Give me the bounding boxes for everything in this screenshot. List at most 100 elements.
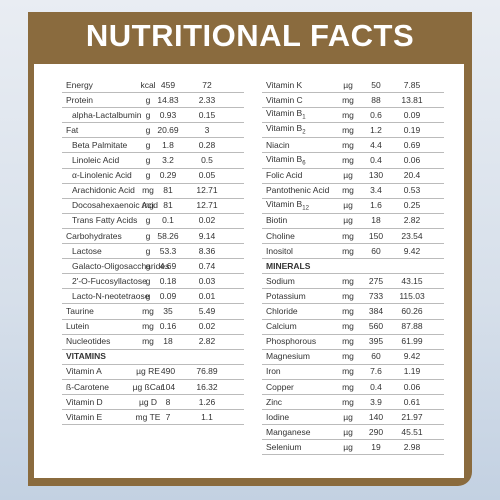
nutrient-name-text: Vitamin K bbox=[266, 79, 303, 90]
unit: g bbox=[145, 230, 151, 241]
value-per-100ml: 0.53 bbox=[403, 185, 421, 196]
value-per-100ml: 0.74 bbox=[198, 260, 216, 271]
nutrient-name: Vitamin B12 bbox=[266, 199, 309, 212]
value-per-100ml: 0.05 bbox=[198, 170, 216, 181]
nutrient-name-text: Manganese bbox=[266, 426, 311, 437]
value-per-100g: 0.6 bbox=[370, 109, 382, 120]
table-row: Lutein mg 0.16 0.02 bbox=[62, 319, 244, 335]
value-per-100g: 104 bbox=[160, 381, 176, 392]
nutrient-name-text: ß-Carotene bbox=[66, 381, 109, 392]
nutrient-name-text: 2'-O-Fucosyllactose bbox=[72, 275, 147, 286]
table-row: α-Linolenic Acid g 0.29 0.05 bbox=[62, 168, 244, 184]
table-row: Vitamin C mg 88 13.81 bbox=[262, 92, 444, 109]
value-per-100ml: 72 bbox=[202, 79, 212, 90]
nutrient-name: Linoleic Acid bbox=[72, 155, 119, 165]
unit: g bbox=[145, 94, 151, 105]
value-per-100g: 395 bbox=[368, 336, 384, 347]
nutrient-name-text: Iron bbox=[266, 366, 281, 377]
value-per-100ml: 76.89 bbox=[196, 366, 218, 377]
value-per-100ml: 2.33 bbox=[198, 94, 216, 105]
value-per-100ml: 12.71 bbox=[196, 185, 218, 196]
nutrient-name: α-Linolenic Acid bbox=[72, 170, 132, 180]
value-per-100g: 150 bbox=[368, 230, 384, 241]
nutrient-name-text: Vitamin A bbox=[66, 366, 102, 377]
value-per-100g: 8 bbox=[165, 396, 171, 407]
value-per-100ml: 3 bbox=[204, 124, 210, 135]
nutrient-name: Vitamin E bbox=[66, 412, 102, 422]
nutrient-name: Vitamin C bbox=[266, 95, 303, 105]
table-row: Magnesium mg 60 9.42 bbox=[262, 349, 444, 365]
value-per-100g: 3.4 bbox=[370, 185, 382, 196]
unit: g bbox=[145, 215, 151, 226]
value-per-100ml: 1.19 bbox=[403, 366, 421, 377]
value-per-100ml: 2.82 bbox=[198, 336, 216, 347]
value-per-100g: 3.9 bbox=[370, 396, 382, 407]
subscript: 1 bbox=[302, 115, 306, 122]
value-per-100g: 60 bbox=[371, 351, 381, 362]
value-per-100ml: 0.61 bbox=[403, 396, 421, 407]
nutrient-name: Lutein bbox=[66, 321, 89, 331]
value-per-100ml: 2.98 bbox=[403, 441, 421, 452]
value-per-100ml: 2.82 bbox=[403, 215, 421, 226]
nutrient-name: Docosahexaenoic Acid bbox=[72, 200, 158, 210]
nutrient-name: alpha-Lactalbumin bbox=[72, 110, 141, 120]
value-per-100g: 4.69 bbox=[159, 260, 177, 271]
value-per-100g: 733 bbox=[368, 290, 384, 301]
nutrient-name-text: Beta Palmitate bbox=[72, 139, 128, 150]
table-row: Copper mg 0.4 0.06 bbox=[262, 379, 444, 395]
nutrient-name: Zinc bbox=[266, 397, 282, 407]
value-per-100g: 290 bbox=[368, 426, 384, 437]
table-row: Vitamin K µg 50 7.85 bbox=[262, 77, 444, 93]
nutrient-name-text: Potassium bbox=[266, 290, 306, 301]
value-per-100ml: 12.71 bbox=[196, 200, 218, 211]
nutrient-name-text: Arachidonic Acid bbox=[72, 185, 135, 196]
nutrient-name: Iodine bbox=[266, 412, 289, 422]
table-row: Iodine µg 140 21.97 bbox=[262, 409, 444, 426]
value-per-100ml: 0.02 bbox=[198, 321, 216, 332]
unit: µg bbox=[343, 426, 353, 437]
nutrient-name: Vitamin B1 bbox=[266, 108, 306, 121]
value-per-100ml: 0.69 bbox=[403, 139, 421, 150]
value-per-100g: 140 bbox=[368, 411, 384, 422]
nutrient-name-text: Vitamin E bbox=[66, 411, 103, 422]
unit: µg bbox=[343, 215, 353, 226]
nutrient-name: Trans Fatty Acids bbox=[72, 215, 137, 225]
table-row: Vitamin D µg D 8 1.26 bbox=[62, 394, 244, 411]
nutrient-name: Niacin bbox=[266, 140, 290, 150]
value-per-100ml: 0.01 bbox=[198, 290, 216, 301]
nutrient-name-text: Vitamin B bbox=[266, 153, 303, 164]
nutrient-name: Lacto-N-neotetraose bbox=[72, 291, 150, 301]
value-per-100ml: 0.06 bbox=[403, 381, 421, 392]
unit: mg bbox=[342, 139, 354, 150]
value-per-100ml: 21.97 bbox=[401, 411, 423, 422]
value-per-100ml: 0.09 bbox=[403, 109, 421, 120]
nutrient-name: Sodium bbox=[266, 276, 295, 286]
nutrient-name-text: Protein bbox=[66, 94, 93, 105]
table-row: Vitamin B6 mg 0.4 0.06 bbox=[262, 153, 444, 169]
nutrient-name-text: Chloride bbox=[266, 306, 298, 316]
unit: g bbox=[145, 155, 151, 165]
nutrient-name: Folic Acid bbox=[266, 170, 302, 180]
value-per-100g: 88 bbox=[371, 94, 381, 105]
value-per-100g: 1.6 bbox=[370, 200, 382, 211]
unit: mg TE bbox=[135, 411, 161, 422]
value-per-100g: 1.2 bbox=[370, 124, 382, 135]
table-row: Choline mg 150 23.54 bbox=[262, 228, 444, 244]
value-per-100ml: 0.19 bbox=[403, 124, 421, 135]
nutrient-name-text: Trans Fatty Acids bbox=[72, 215, 138, 226]
value-per-100g: 7 bbox=[165, 411, 171, 422]
nutrient-name: Arachidonic Acid bbox=[72, 185, 135, 195]
unit: µg bbox=[343, 441, 353, 452]
nutrient-name: Lactose bbox=[72, 246, 102, 256]
nutrient-name-text: Lactose bbox=[72, 245, 102, 256]
table-row: Zinc mg 3.9 0.61 bbox=[262, 394, 444, 411]
unit: µg bbox=[343, 79, 353, 90]
table-row: Iron mg 7.6 1.19 bbox=[262, 364, 444, 380]
nutrient-name-text: Iodine bbox=[266, 411, 290, 422]
nutrient-name-text: Niacin bbox=[266, 139, 290, 150]
unit: g bbox=[145, 275, 151, 286]
table-row: Energy kcal 459 72 bbox=[62, 77, 244, 93]
subscript: 2 bbox=[302, 130, 306, 137]
table-row: Nucleotides mg 18 2.82 bbox=[62, 334, 244, 350]
value-per-100ml: 87.88 bbox=[401, 321, 423, 332]
